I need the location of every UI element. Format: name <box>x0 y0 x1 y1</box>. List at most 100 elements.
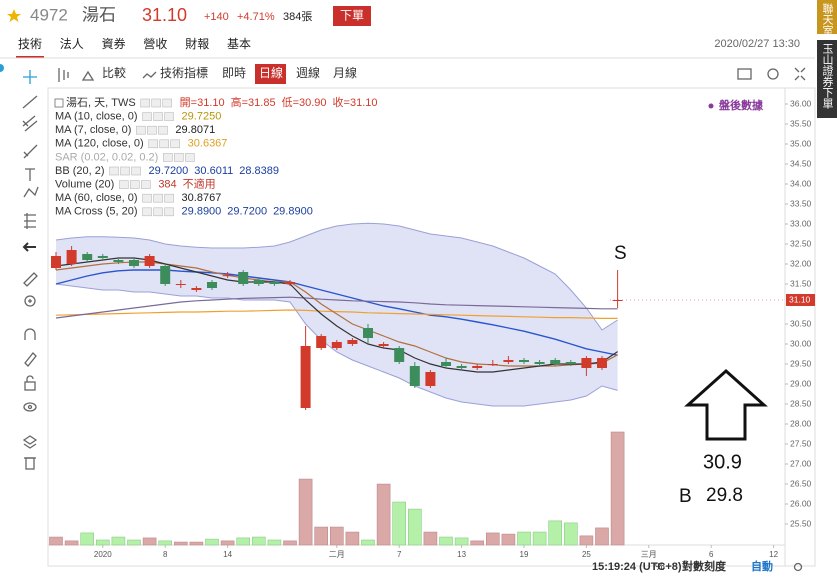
tab[interactable]: 基本 <box>227 37 251 51</box>
stock-code: 4972 <box>30 5 68 24</box>
legend-label: MA (10, close, 0) <box>55 111 138 123</box>
interval-button[interactable]: 日線 <box>259 65 283 80</box>
interval-button[interactable]: 週線 <box>296 65 320 80</box>
stock-change-pct: +4.71% <box>237 11 275 23</box>
legend-value: 30.6011 <box>194 165 233 177</box>
candle-body <box>550 360 561 364</box>
volume-bar <box>111 536 126 546</box>
x-tick-label: 二月 <box>329 550 345 559</box>
tool-icons[interactable] <box>22 70 39 470</box>
volume-bar <box>236 537 250 546</box>
order-button-label[interactable]: 下單 <box>340 9 364 23</box>
stock-price: 31.10 <box>142 5 187 25</box>
candle-body <box>472 366 483 368</box>
chat-tab-label[interactable]: 聯天室 <box>821 3 834 36</box>
legend-control <box>170 139 180 149</box>
tab[interactable]: 財報 <box>185 36 209 51</box>
up-arrow <box>684 368 768 441</box>
volume-bar <box>470 540 485 546</box>
volume-bar <box>439 536 453 546</box>
candle-body <box>409 366 420 386</box>
settings-icon[interactable] <box>767 68 779 80</box>
broker-order-tab[interactable] <box>817 40 837 118</box>
legend-value: 不適用 <box>183 177 216 191</box>
x-tick-label: 2020 <box>94 550 112 559</box>
volume-bar <box>80 532 94 546</box>
x-tick-label: 13 <box>457 550 466 559</box>
candle-body <box>238 272 249 284</box>
y-tick-label: 28.00 <box>790 418 812 428</box>
y-tick-label: 26.00 <box>790 498 812 508</box>
y-tick-label: 30.50 <box>790 318 812 328</box>
y-tick-label: 28.50 <box>790 398 812 408</box>
candle-body <box>378 344 389 346</box>
legend-control <box>140 98 150 108</box>
datetime: 2020/02/27 13:30 <box>714 38 800 50</box>
auto-scale-toggle[interactable]: 自動 <box>751 559 773 573</box>
x-tick-label: 19 <box>520 550 529 559</box>
broker-order-tab-label[interactable]: 玉山證券下單 <box>821 43 834 109</box>
legend-control <box>147 125 157 135</box>
tab[interactable]: 法人 <box>60 37 84 51</box>
legend-value: 29.7200 <box>149 165 189 177</box>
volume-bar <box>548 520 563 546</box>
legend-value: 29.8900 <box>182 206 222 218</box>
axis-settings-icon[interactable] <box>793 562 803 572</box>
drawing-toolbar <box>0 64 39 470</box>
legend-value: 29.8900 <box>273 206 313 218</box>
snapshot-icon[interactable] <box>737 68 752 80</box>
chat-tab[interactable] <box>817 0 837 34</box>
indicator-dot <box>0 64 4 72</box>
x-tick-label: 8 <box>163 550 168 559</box>
legend-control <box>141 180 151 189</box>
volume-bar <box>563 522 578 546</box>
volume-bar <box>610 431 625 546</box>
legend-control <box>159 139 169 149</box>
candle-body <box>222 275 233 277</box>
candle-body <box>144 256 155 266</box>
candle-body <box>51 256 61 268</box>
indicator-button[interactable]: 技術指標 <box>160 65 208 80</box>
tab[interactable]: 技術 <box>18 37 42 51</box>
stock-name: 湯石 <box>82 5 116 24</box>
indicator-line <box>55 296 618 319</box>
candle-body <box>207 282 217 288</box>
percent-toggle[interactable]: % <box>655 561 665 573</box>
fullscreen-icon[interactable] <box>794 67 806 81</box>
x-tick-label: 14 <box>223 550 232 559</box>
legend-value: 28.8389 <box>239 165 279 177</box>
indicator-icon[interactable] <box>142 71 157 79</box>
candle-type-icon[interactable] <box>58 68 69 82</box>
chart-frame <box>47 87 816 567</box>
tab[interactable]: 資券 <box>102 36 126 51</box>
candle-body <box>347 340 358 344</box>
log-scale-toggle[interactable]: 對數刻度 <box>682 559 727 573</box>
volume-bar <box>423 531 438 546</box>
interval-buttons: 即時 日線 週線 月線 <box>222 64 357 84</box>
favorite-star[interactable] <box>7 9 21 22</box>
after-hours-label[interactable]: 盤後數據 <box>718 98 764 112</box>
tab[interactable]: 營收 <box>143 37 167 51</box>
compare-button[interactable]: 比較 <box>102 65 126 80</box>
interval-button[interactable]: 月線 <box>333 65 357 80</box>
legend-control <box>153 112 163 121</box>
legend-control <box>119 180 129 189</box>
volume-bar <box>298 478 313 546</box>
stock-volume: 384張 <box>283 10 312 23</box>
legend-control <box>136 125 146 135</box>
order-button[interactable] <box>333 6 371 26</box>
volume-bar <box>267 539 282 546</box>
y-tick-label: 29.50 <box>790 358 812 368</box>
last-price-box <box>786 294 815 306</box>
y-tick-label: 35.00 <box>790 138 812 148</box>
indicator-line <box>55 309 618 319</box>
y-tick-label: 36.00 <box>790 98 812 108</box>
legend-label: MA Cross (5, 20) <box>55 206 138 218</box>
legend-value: 開=31.10 <box>180 96 225 109</box>
interval-button[interactable]: 即時 <box>222 66 246 80</box>
compare-icon[interactable] <box>81 70 95 81</box>
y-tick-label: 31.50 <box>790 278 812 288</box>
legend-control <box>164 193 174 203</box>
volume-bar <box>174 541 188 546</box>
